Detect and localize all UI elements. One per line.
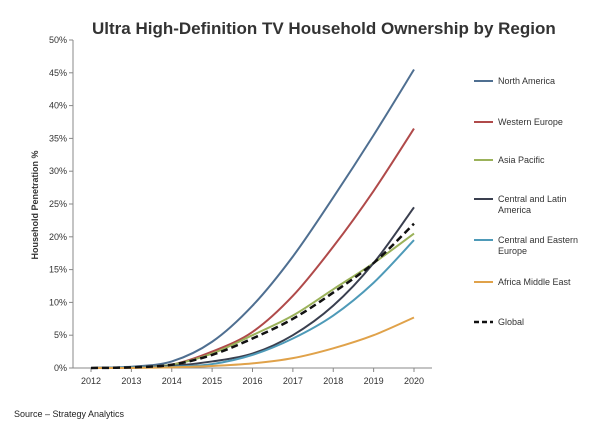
x-tick-label: 2020 (404, 376, 424, 386)
y-tick-label: 20% (49, 232, 67, 242)
y-tick-label: 25% (49, 199, 67, 209)
axes (72, 40, 432, 369)
series-line-asia-pacific (90, 232, 415, 369)
y-tick-label: 15% (49, 265, 67, 275)
x-tick-label: 2018 (323, 376, 343, 386)
legend-label-global: Global (498, 317, 524, 327)
x-tick-label: 2012 (81, 376, 101, 386)
y-tick-label: 5% (54, 330, 67, 340)
y-axis-label: Household Penetration % (30, 150, 40, 259)
y-tick-label: 45% (49, 68, 67, 78)
series-line-global (90, 222, 415, 370)
x-tick-label: 2014 (162, 376, 182, 386)
y-tick-label: 0% (54, 363, 67, 373)
series-line-central-and-latin-america (90, 206, 415, 369)
series-line-africa-middle-east (90, 316, 415, 370)
x-tick-label: 2016 (242, 376, 262, 386)
y-ticks: 0% 5% 10% 15% 20% 25% 30% 35% 40% 45% 50% (49, 35, 73, 373)
x-tick-label: 2013 (121, 376, 141, 386)
legend-label-asia-pacific: Asia Pacific (498, 155, 545, 165)
x-ticks: 2012 2013 2014 2015 2016 2017 2018 2019 2020 (81, 368, 424, 386)
x-tick-label: 2015 (202, 376, 222, 386)
y-tick-label: 10% (49, 297, 67, 307)
series-line-north-america (90, 68, 415, 369)
source-note: Source – Strategy Analytics (14, 409, 125, 419)
legend-label-central-and-latin-america: Central and Latin America (498, 194, 567, 215)
legend-label-western-europe: Western Europe (498, 117, 563, 127)
legend: North America Western Europe Asia Pacific C… (474, 76, 578, 327)
y-tick-label: 35% (49, 133, 67, 143)
series-line-central-and-eastern-europe (90, 239, 415, 369)
x-tick-label: 2019 (364, 376, 384, 386)
y-tick-label: 50% (49, 35, 67, 45)
chart-title: Ultra High-Definition TV Household Owner… (92, 19, 556, 38)
series-lines (90, 68, 415, 370)
legend-label-central-and-eastern-europe: Central and Eastern Europe (498, 235, 578, 256)
series-line-western-europe (90, 128, 415, 369)
legend-label-africa-middle-east: Africa Middle East (498, 277, 571, 287)
legend-label-north-america: North America (498, 76, 555, 86)
y-tick-label: 30% (49, 166, 67, 176)
y-tick-label: 40% (49, 101, 67, 111)
x-tick-label: 2017 (283, 376, 303, 386)
